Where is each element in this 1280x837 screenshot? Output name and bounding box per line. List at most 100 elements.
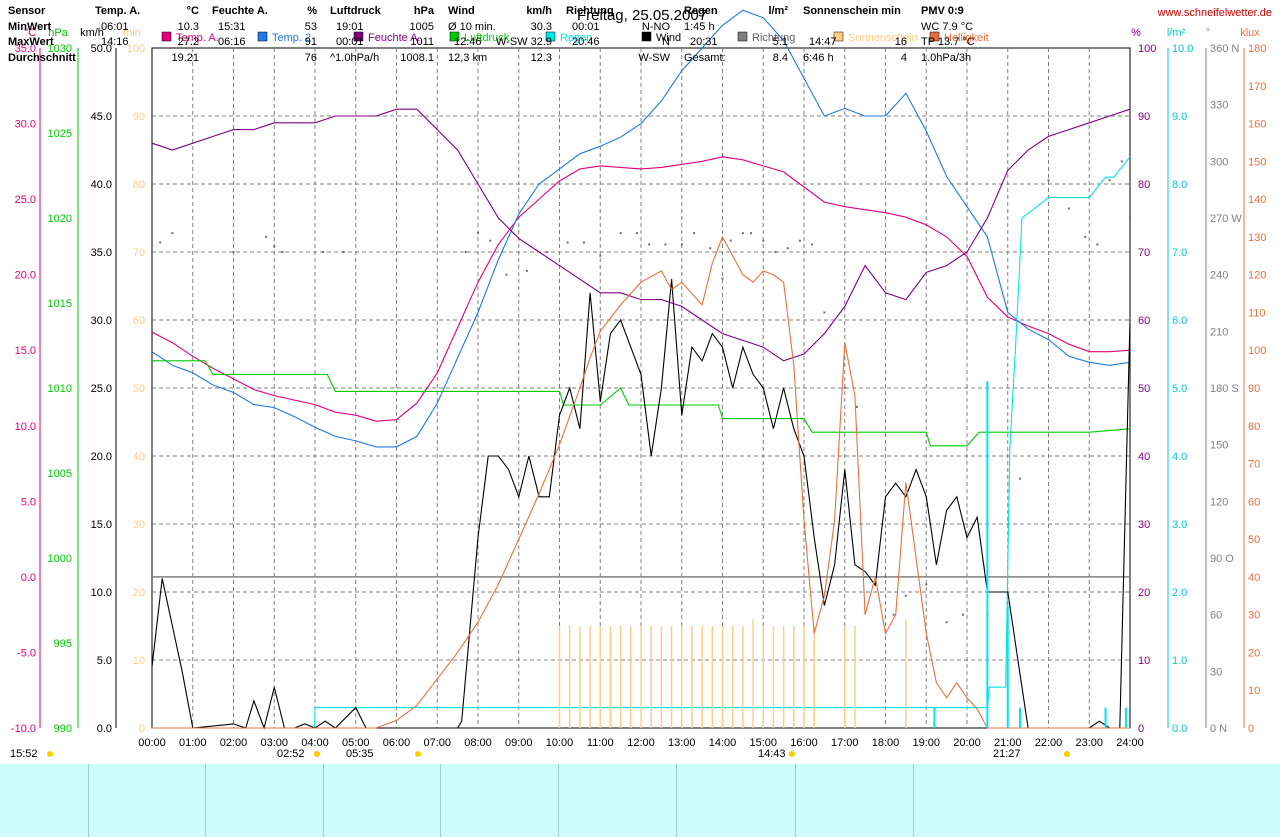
- axis-tick-rain: 10.0: [1172, 43, 1193, 55]
- axis-tick-brightness: 30: [1248, 610, 1260, 622]
- series-temp-a--line: [151, 156, 1131, 422]
- stats-humidity-max-time: 06:16: [218, 36, 246, 48]
- series-direction-point: [171, 232, 174, 235]
- axis-tick-wind: 35.0: [91, 247, 112, 259]
- legend-label: Richtung: [752, 32, 795, 44]
- legend-label: Regen: [560, 32, 592, 44]
- stats-temp: Temp. A. °C 06:01 10.3 14:16 27.2 19.21: [95, 4, 199, 66]
- stats-temp-avg: 19.21: [171, 51, 199, 64]
- axis-tick-sun: 40: [133, 451, 145, 463]
- axis-tick-time: 00:00: [138, 737, 166, 749]
- axis-tick-wind: 5.0: [97, 655, 112, 667]
- axis-tick-time: 14:00: [709, 737, 737, 749]
- axis-tick-time: 12:00: [627, 737, 655, 749]
- series-direction-point: [477, 232, 479, 235]
- axis-tick-time: 10:00: [546, 737, 574, 749]
- stats-pmv-wc: WC 7.9 °C: [921, 20, 974, 33]
- series-direction-point: [750, 232, 753, 235]
- series-direction-point: [798, 239, 801, 242]
- axis-unit-rain: l/m²: [1167, 27, 1186, 39]
- website-link[interactable]: www.schneifelwetter.de: [1157, 7, 1272, 19]
- stats-wind-avg: 30.3: [530, 20, 552, 33]
- legend-swatch: [257, 31, 268, 42]
- axis-tick-wind: 45.0: [91, 111, 112, 123]
- axis-tick-time: 18:00: [872, 737, 900, 749]
- axis-tick-sun: 50: [133, 383, 145, 395]
- chart-axes: 35.0 30.0 25.0 20.0 15.0 10.0 5.0 0.0 -5.0 -10.0 1…: [11, 27, 1266, 757]
- axis-tick-time: 21:00: [994, 737, 1022, 749]
- series-direction-point: [273, 245, 276, 248]
- legend-label: Temp. A.: [176, 32, 219, 44]
- series-direction-point: [1018, 477, 1021, 480]
- stats-row-labels: Sensor MinWert MaxWert Durchschnitt: [8, 4, 86, 66]
- axis-tick-temp: 35.0: [15, 43, 36, 55]
- axis-tick-sun: 10: [133, 655, 145, 667]
- stats-pressure: Luftdruck hPa 19:01 1005 00:01 1011 ^1.0hPa…: [330, 4, 434, 66]
- axis-tick-brightness: 170: [1248, 81, 1266, 93]
- stats-humidity-avg: 76: [304, 51, 317, 64]
- series-feuchte-a--line: [151, 108, 1131, 362]
- axis-unit-wind: km/h: [80, 27, 104, 39]
- series-direction-point: [582, 241, 585, 244]
- legend-swatch: [737, 31, 748, 42]
- stats-wind-max-dir: W-SW: [496, 36, 528, 48]
- stats-temp-header: Temp. A.: [95, 5, 141, 17]
- axis-tick-direction: 90 O: [1210, 553, 1234, 565]
- stats-humidity-max: 91: [304, 36, 317, 48]
- sun-marker-icon: [415, 751, 421, 757]
- series-direction-point: [945, 621, 948, 624]
- statistics-panel: [0, 764, 1280, 837]
- series-direction-point: [741, 232, 744, 235]
- stats-direction-avg: W-SW: [638, 51, 670, 64]
- legend-swatch: [641, 31, 652, 42]
- stats-wind-header: Wind: [448, 5, 475, 17]
- stats-pressure-max: 1011: [410, 36, 434, 48]
- axis-tick-brightness: 50: [1248, 534, 1260, 546]
- axis-tick-temp: 5.0: [21, 496, 36, 508]
- axis-tick-pressure: 1005: [48, 468, 72, 480]
- stats-temp-max: 27.2: [177, 36, 199, 48]
- axis-tick-time: 08:00: [464, 737, 492, 749]
- series-direction-point: [692, 232, 695, 235]
- series-direction-point: [505, 273, 508, 276]
- axis-tick-time: 05:00: [342, 737, 370, 749]
- stats-pmv-header: PMV 0:9: [921, 5, 964, 17]
- series-direction-point: [464, 251, 467, 253]
- axis-tick-time: 15:00: [749, 737, 777, 749]
- axis-tick-temp: -10.0: [11, 723, 36, 735]
- stats-sun-header: Sonnenschein min: [803, 5, 901, 17]
- stats-sun-max: 16: [894, 36, 907, 48]
- series-direction-point: [342, 251, 345, 253]
- stats-temp-min: 10.3: [177, 20, 199, 33]
- axis-tick-temp: 25.0: [15, 194, 36, 206]
- axis-tick-humidity: 100: [1138, 43, 1156, 55]
- stats-sun-max-time: 14:47: [809, 36, 837, 48]
- stats-wind-unit: km/h: [526, 5, 552, 17]
- stats-rain-unit: l/m²: [768, 5, 788, 17]
- axis-tick-rain: 8.0: [1172, 179, 1187, 191]
- stats-wind-distance-val: 12.3: [530, 51, 552, 64]
- series-direction-point: [823, 311, 826, 314]
- stats-pressure-header: Luftdruck: [330, 5, 381, 17]
- weather-chart: 35.0 30.0 25.0 20.0 15.0 10.0 5.0 0.0 -5.0 -10.0 1…: [10, 7, 1272, 760]
- series-direction-point: [648, 243, 651, 246]
- stats-temp-max-time: 14:16: [101, 36, 129, 48]
- legend-swatch: [161, 31, 172, 42]
- series-direction-point: [1129, 217, 1131, 219]
- chart-series: [151, 9, 1131, 730]
- axis-tick-temp: 10.0: [15, 421, 36, 433]
- stats-humidity: Feuchte A.% 15:31 53 06:16 91 76: [212, 4, 317, 66]
- axis-tick-direction: 120: [1210, 496, 1228, 508]
- axis-tick-humidity: 40: [1138, 451, 1150, 463]
- series-direction-point: [864, 575, 867, 578]
- axis-tick-direction: 300: [1210, 156, 1228, 168]
- axis-tick-time: 11:00: [587, 737, 614, 749]
- axis-unit-direction: °: [1206, 27, 1210, 39]
- series-direction-point: [619, 232, 622, 235]
- series-direction-point: [566, 241, 569, 244]
- axis-tick-direction: 180 S: [1210, 383, 1239, 395]
- series-direction-point: [680, 243, 683, 246]
- axis-unit-temp: °C: [24, 27, 36, 39]
- axis-tick-humidity: 90: [1138, 111, 1150, 123]
- time-marker-left: 15:52: [10, 748, 38, 760]
